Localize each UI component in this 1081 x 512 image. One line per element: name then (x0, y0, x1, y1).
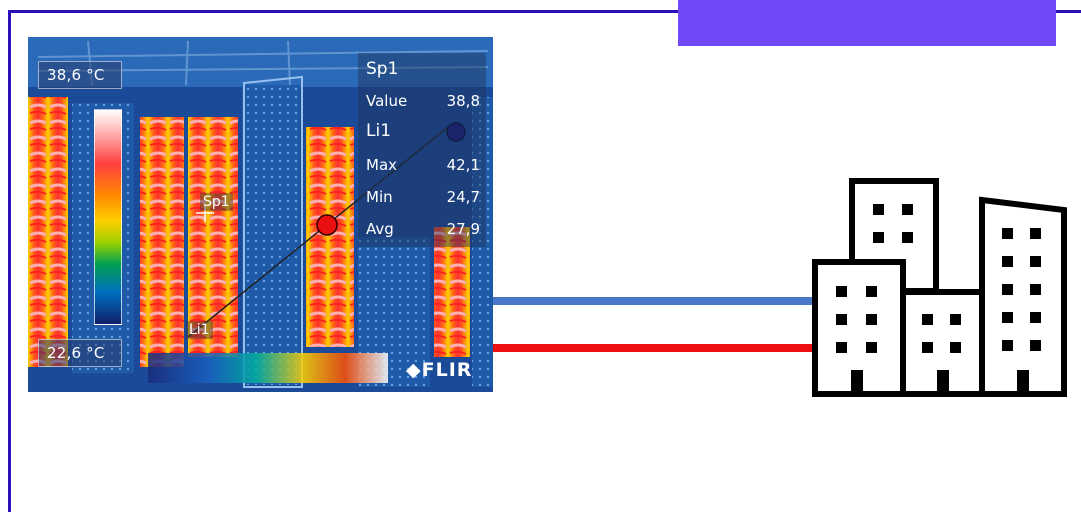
panel-avg-row: Avg 27,9 (366, 215, 480, 243)
panel-value-label: Value (366, 92, 408, 110)
panel-max-value: 42,1 (446, 156, 480, 174)
panel-min-value: 24,7 (446, 188, 480, 206)
panel-min-row: Min 24,7 (366, 183, 480, 211)
accent-bar (678, 0, 1056, 46)
temperature-color-scale (94, 109, 122, 325)
palette-strip (148, 353, 388, 383)
max-temperature-label: 38,6 °C (38, 61, 122, 89)
flir-logo-text: FLIR (421, 359, 473, 381)
panel-value-row: Value 38,8 (366, 87, 480, 115)
measurement-panel: Sp1 Value 38,8 Li1 Max 42,1 Min 24,7 Avg… (358, 53, 486, 247)
panel-value: 38,8 (446, 92, 480, 110)
min-temperature-label: 22,6 °C (38, 339, 122, 367)
flir-logo: ◆FLIR (406, 359, 472, 381)
panel-avg-value: 27,9 (446, 220, 480, 238)
city-buildings-icon (812, 178, 1067, 397)
frame-left-border (8, 10, 11, 512)
panel-line-title: Li1 (366, 117, 480, 145)
frame-top-border (8, 10, 1081, 13)
spot-marker-label: Sp1 (200, 193, 233, 211)
panel-max-row: Max 42,1 (366, 151, 480, 179)
cold-pipe-line (493, 297, 813, 305)
panel-spot-title-text: Sp1 (366, 59, 399, 79)
panel-max-label: Max (366, 156, 398, 174)
crosshair-icon (196, 204, 214, 222)
thermal-image: 38,6 °C 22,6 °C Sp1 Li1 Sp1 Value 38,8 L… (28, 37, 493, 392)
panel-spot-title: Sp1 (366, 55, 480, 83)
panel-min-label: Min (366, 188, 393, 206)
hot-pipe-line (493, 344, 813, 352)
flir-flame-icon: ◆ (406, 359, 422, 381)
panel-line-title-text: Li1 (366, 121, 392, 141)
thermal-scene (28, 37, 493, 392)
line-marker-label: Li1 (186, 321, 213, 339)
panel-avg-label: Avg (366, 220, 394, 238)
